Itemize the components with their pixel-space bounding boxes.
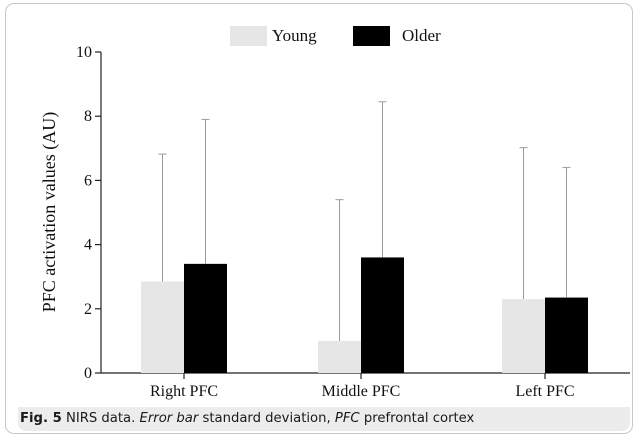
bar-older-2 xyxy=(545,297,588,373)
caption-text-1: NIRS data. xyxy=(65,411,136,426)
caption-text-2: standard deviation, xyxy=(202,411,331,426)
x-tick-label: Middle PFC xyxy=(322,383,401,400)
x-tick-label: Right PFC xyxy=(150,383,218,400)
y-axis: 0 2 4 6 8 10 xyxy=(76,44,102,382)
figure-caption: Fig. 5 NIRS data. Error bar standard dev… xyxy=(18,407,630,431)
x-axis: Right PFC Middle PFC Left PFC xyxy=(101,372,630,400)
y-tick-label: 8 xyxy=(84,108,92,125)
legend-swatch-older xyxy=(353,26,390,46)
legend-label-young: Young xyxy=(272,26,317,45)
y-tick-label: 6 xyxy=(84,172,92,189)
legend-label-older: Older xyxy=(402,26,441,45)
bar-older-0 xyxy=(184,263,227,373)
y-tick-label: 4 xyxy=(84,237,92,254)
bar-young-2 xyxy=(502,299,545,373)
y-axis-label: PFC activation values (AU) xyxy=(39,112,60,312)
bar-young-1 xyxy=(318,340,361,373)
bar-young-0 xyxy=(141,281,184,373)
legend-swatch-young xyxy=(230,26,267,46)
y-tick-label: 10 xyxy=(76,44,92,61)
bar-older-1 xyxy=(361,257,404,373)
caption-label: Fig. 5 xyxy=(20,411,62,426)
x-tick-label: Left PFC xyxy=(515,383,574,400)
caption-em-2: PFC xyxy=(334,411,360,426)
y-tick-label: 2 xyxy=(84,301,92,318)
y-tick-label: 0 xyxy=(84,365,92,382)
caption-em-1: Error bar xyxy=(139,411,199,426)
bar-chart: 0 2 4 6 8 10 Right PFC Middle PFC Left PFC Youn… xyxy=(39,26,630,400)
legend: Young Older xyxy=(230,26,441,46)
error-bars xyxy=(158,101,571,341)
bars xyxy=(141,257,588,373)
caption-text-3: prefrontal cortex xyxy=(363,411,475,426)
